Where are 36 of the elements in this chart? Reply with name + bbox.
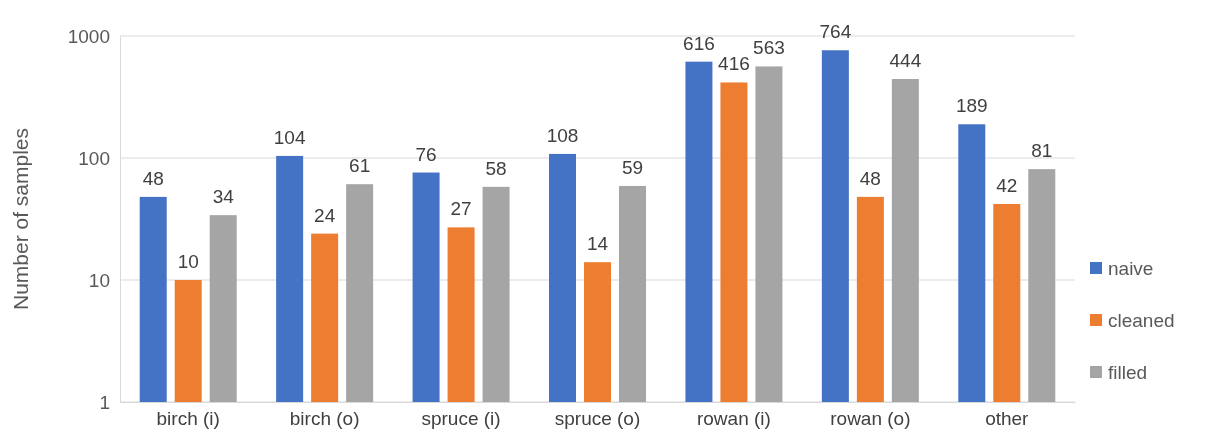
x-tick-label: spruce (o) bbox=[554, 408, 641, 430]
legend-label: filled bbox=[1108, 362, 1148, 383]
data-label: 61 bbox=[349, 155, 371, 177]
x-tick-label: rowan (o) bbox=[830, 408, 911, 430]
y-axis-title: Number of samples bbox=[9, 127, 32, 311]
data-label: 48 bbox=[142, 167, 164, 189]
data-label: 81 bbox=[1031, 140, 1053, 162]
x-tick-label: rowan (i) bbox=[696, 408, 771, 430]
x-tick-label: birch (i) bbox=[156, 408, 220, 430]
data-label: 58 bbox=[485, 157, 507, 179]
data-label: 27 bbox=[450, 198, 472, 220]
x-tick-label: birch (o) bbox=[289, 408, 360, 430]
y-tick-label: 1 bbox=[99, 391, 110, 413]
data-label: 764 bbox=[819, 21, 852, 43]
data-label: 416 bbox=[718, 53, 750, 75]
legend-label: naive bbox=[1108, 258, 1154, 279]
data-label: 34 bbox=[212, 186, 235, 208]
y-tick-label: 1000 bbox=[67, 25, 110, 47]
data-label: 14 bbox=[586, 233, 609, 255]
data-label: 76 bbox=[415, 143, 437, 165]
x-tick-label: other bbox=[985, 408, 1030, 430]
data-label: 24 bbox=[314, 204, 336, 226]
data-label: 563 bbox=[753, 37, 785, 59]
data-label: 108 bbox=[546, 124, 579, 146]
data-label: 42 bbox=[996, 174, 1018, 196]
legend-label: cleaned bbox=[1108, 310, 1175, 331]
y-tick-label: 100 bbox=[78, 147, 110, 169]
data-label: 616 bbox=[683, 32, 715, 54]
y-tick-label: 10 bbox=[88, 269, 110, 291]
x-tick-label: spruce (i) bbox=[421, 408, 501, 430]
data-label: 444 bbox=[889, 50, 922, 72]
data-label: 59 bbox=[621, 156, 644, 178]
data-label: 104 bbox=[273, 126, 306, 148]
data-label: 10 bbox=[177, 251, 199, 272]
data-label: 189 bbox=[955, 95, 988, 117]
data-label: 48 bbox=[859, 167, 881, 189]
